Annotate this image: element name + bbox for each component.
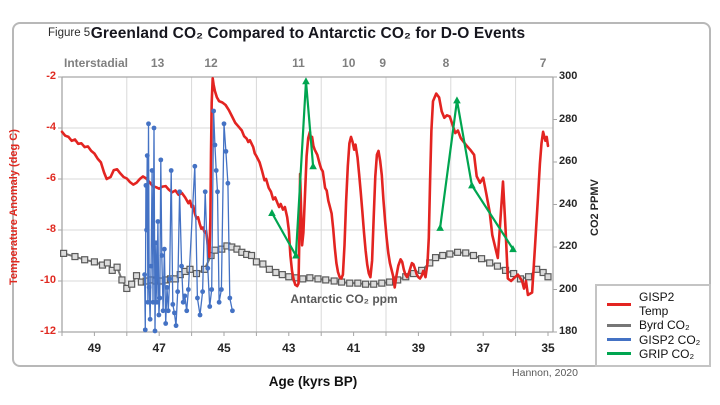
legend-swatch-green-line xyxy=(607,352,631,356)
x-tick-label: 39 xyxy=(411,341,426,355)
legend-item-gisp2-co2: GISP2 CO₂ xyxy=(607,333,701,347)
legend-label: Byrd CO₂ xyxy=(639,318,690,333)
x-tick-label: 43 xyxy=(282,341,296,355)
right-y-tick-label: 180 xyxy=(559,325,578,337)
legend-item-grip-co2: GRIP CO₂ xyxy=(607,347,701,361)
left-y-tick-label: -10 xyxy=(40,274,56,286)
interstadial-number-10: 10 xyxy=(342,56,356,70)
byrd-co2-series xyxy=(60,242,552,293)
legend-label: GISP2 CO₂ xyxy=(639,332,701,347)
interstadial-number-13: 13 xyxy=(150,56,165,70)
interstadial-number-7: 7 xyxy=(539,56,547,70)
legend: GISP2 Temp Byrd CO₂ GISP2 CO₂ GRIP CO₂ xyxy=(595,284,711,367)
figure-label: Figure 5 xyxy=(48,27,91,39)
x-tick-label: 47 xyxy=(152,341,166,355)
x-tick-label: 41 xyxy=(346,341,361,355)
right-y-tick-label: 240 xyxy=(559,197,578,210)
left-y-tick-label: -12 xyxy=(40,325,56,337)
right-y-tick-label: 200 xyxy=(559,282,578,295)
left-y-tick-label: -8 xyxy=(46,223,56,235)
grip-co2-series xyxy=(268,77,517,259)
legend-swatch-blue-line xyxy=(607,338,631,342)
legend-item-byrd-co2: Byrd CO₂ xyxy=(607,318,701,332)
right-y-tick-label: 300 xyxy=(559,70,578,82)
x-axis-title: Age (kyrs BP) xyxy=(268,374,358,389)
x-tick-label: 49 xyxy=(87,341,102,355)
x-tick-label: 37 xyxy=(476,341,490,355)
interstadial-number-12: 12 xyxy=(204,56,218,70)
interstadial-label: Interstadial xyxy=(64,56,129,70)
left-y-tick-label: -2 xyxy=(46,70,56,82)
interstadial-number-8: 8 xyxy=(442,56,450,70)
legend-label: GISP2 Temp xyxy=(639,290,675,319)
antarctic-co2-annotation: Antarctic CO₂ ppm xyxy=(290,292,398,306)
right-y-tick-label: 220 xyxy=(559,240,578,252)
right-y-tick-label: 260 xyxy=(559,155,578,167)
x-tick-label: 35 xyxy=(541,341,555,355)
axes xyxy=(58,76,557,336)
legend-swatch-gray-line xyxy=(607,323,631,327)
left-y-tick-label: -4 xyxy=(46,121,56,133)
legend-swatch-red-line xyxy=(607,302,631,306)
x-tick-label: 45 xyxy=(217,341,231,355)
gisp2-co2-series xyxy=(142,108,235,334)
y-axis-title-temperature: Temperature Anomaly (deg C) xyxy=(8,129,20,285)
chart-title: Greenland CO₂ Compared to Antarctic CO₂ … xyxy=(90,25,526,42)
interstadial-number-11: 11 xyxy=(292,56,305,70)
legend-label: GRIP CO₂ xyxy=(639,346,695,361)
legend-item-gisp2-temp: GISP2 Temp xyxy=(607,290,701,318)
right-y-tick-label: 280 xyxy=(559,112,578,125)
interstadial-number-9: 9 xyxy=(379,56,387,70)
attribution-text: Hannon, 2020 xyxy=(512,367,578,379)
left-y-tick-label: -6 xyxy=(46,172,56,184)
